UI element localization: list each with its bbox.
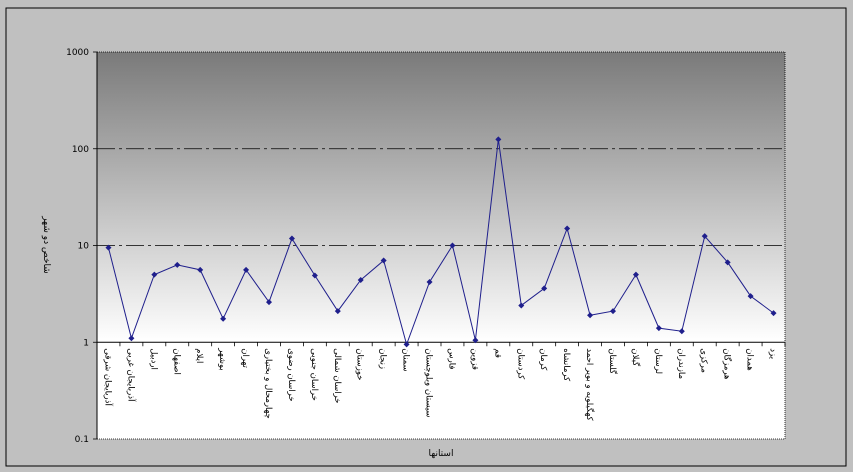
plot-area-lower	[97, 342, 785, 439]
x-tick-label: لرستان	[653, 348, 663, 374]
data-point	[449, 242, 456, 249]
x-tick-label: اردبیل	[148, 348, 158, 370]
series-layer	[105, 136, 777, 348]
x-tick-label: آذربایجان شرقی	[102, 348, 114, 406]
data-point	[197, 266, 204, 273]
y-tick-label: 100	[72, 145, 89, 155]
data-point	[495, 136, 502, 143]
x-tick-label: خراسان شمالی	[332, 348, 342, 403]
x-tick-labels: آذربایجان شرقی آذربایجان غربی اردبیل اصفهان…	[102, 347, 777, 421]
data-point	[220, 315, 227, 322]
data-point	[632, 271, 639, 278]
data-point	[403, 341, 410, 348]
x-tick-label: کرمان	[538, 348, 548, 371]
x-tick-label: مرکزی	[699, 348, 709, 373]
x-axis-label: استانها	[429, 449, 454, 459]
x-tick-label: گلستان	[607, 348, 618, 375]
data-point	[334, 308, 341, 315]
x-tick-label: خوزستان	[355, 348, 365, 380]
data-point	[426, 278, 433, 285]
data-point	[380, 257, 387, 264]
y-tick-label: 1000	[66, 48, 89, 58]
data-point	[243, 266, 250, 273]
chart-area-border	[5, 7, 847, 467]
x-tick-label: تهران	[240, 348, 250, 368]
data-point	[311, 272, 318, 279]
data-point	[655, 325, 662, 332]
data-point	[174, 261, 181, 268]
x-tick-label: سیستان وبلوچستان	[424, 348, 434, 417]
data-point	[701, 233, 708, 240]
data-point	[128, 335, 135, 342]
x-tick-label: اصفهان	[171, 348, 181, 375]
x-tick-label: قم	[492, 348, 502, 358]
data-point	[288, 235, 295, 242]
x-tick-label: گیلان	[630, 348, 641, 367]
x-tick-label: کردستان	[515, 348, 525, 380]
data-point	[724, 259, 731, 266]
y-tick-label: 10	[78, 242, 90, 252]
data-point	[587, 312, 594, 319]
x-tick-label: خراسان جنوبی	[309, 348, 319, 401]
series-line	[107, 139, 774, 347]
data-point	[518, 302, 525, 309]
data-point	[151, 271, 158, 278]
data-point	[564, 225, 571, 232]
data-point	[357, 276, 364, 283]
y-axis-label: شاخص دو شهر	[41, 215, 51, 274]
x-tick-label: خراسان رضوی	[286, 348, 296, 401]
x-tick-label: زنجان	[378, 348, 388, 369]
data-point	[472, 337, 479, 344]
x-tick-label: همدان	[745, 348, 755, 370]
x-tick-label: فارس	[446, 348, 456, 369]
y-tick-label: 1	[83, 338, 89, 348]
x-tick-label: یزد	[768, 348, 778, 359]
x-tick-label: سمنان	[401, 348, 411, 371]
data-point	[541, 285, 548, 292]
x-tick-label: بوشهر	[217, 347, 227, 371]
data-point	[105, 244, 112, 251]
y-tick-label: 0.1	[75, 435, 89, 445]
data-point	[770, 310, 777, 317]
x-tick-label: ایلام	[194, 348, 204, 363]
plot-area-upper	[97, 52, 785, 342]
y-tick-labels: 0.1 1 10 100 1000	[66, 48, 97, 445]
data-point	[266, 299, 272, 306]
gridlines	[97, 148, 785, 246]
x-tick-label: آذربایجان غربی	[125, 348, 137, 402]
x-tick-label: چهارمحال و بختیاری	[263, 348, 273, 419]
x-tick-label: هرمزگان	[722, 348, 733, 379]
data-point	[610, 308, 616, 315]
x-tick-label: قزوین	[469, 348, 479, 370]
x-tick-label: مازندران	[676, 348, 686, 379]
data-point	[747, 293, 754, 300]
data-point	[678, 328, 685, 335]
x-tick-label: کرمانشاه	[561, 348, 571, 382]
x-tick-label: کهگیلویه و بویر احمد	[584, 348, 595, 421]
